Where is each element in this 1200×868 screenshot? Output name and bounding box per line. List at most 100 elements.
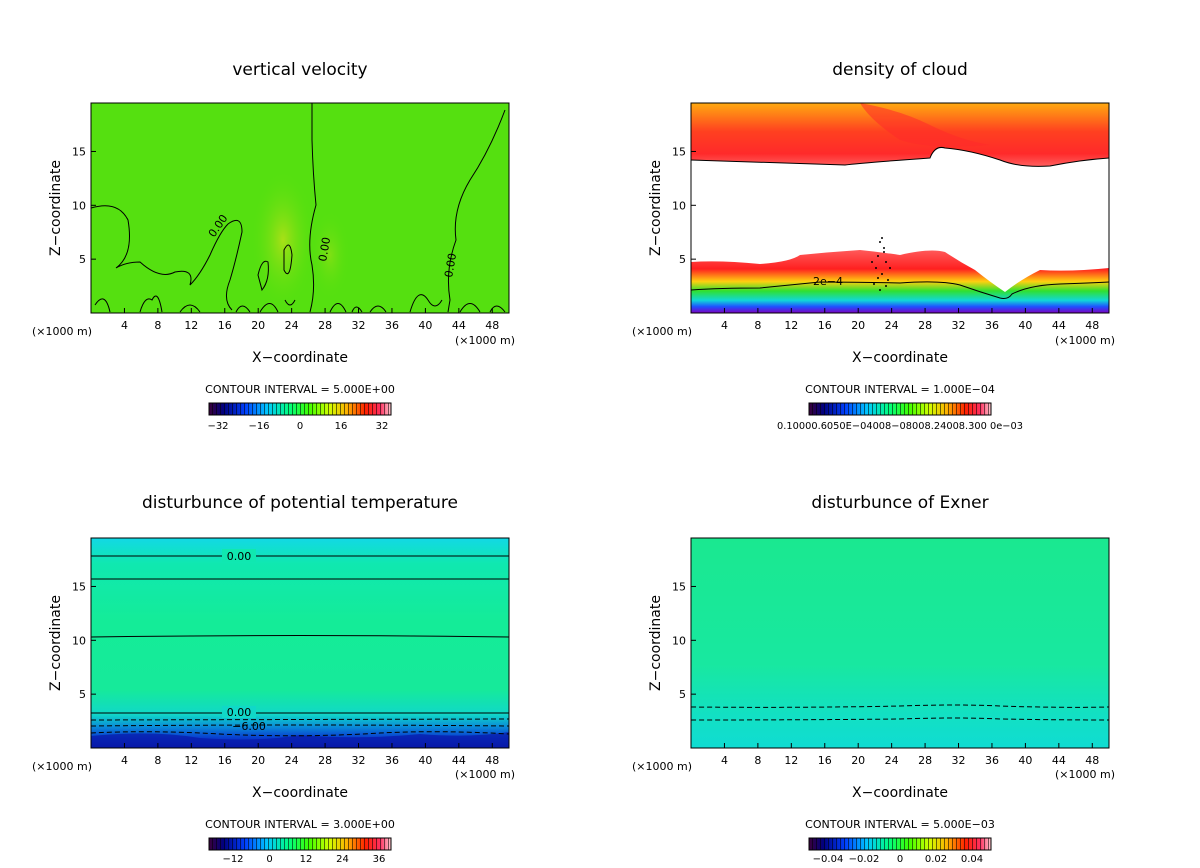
colorbar <box>808 402 992 416</box>
x-tick-label: 28 <box>918 319 932 332</box>
plot-frame <box>90 537 510 749</box>
contour-label: 0.00 <box>442 252 459 278</box>
panel-title: disturbunce of Exner <box>811 493 988 513</box>
x-tick-label: 16 <box>218 319 232 332</box>
colorbar-tick-label: 36 <box>373 854 386 865</box>
x-tick-label: 12 <box>784 319 798 332</box>
zero-contours <box>91 103 506 313</box>
x-unit-left: (×1000 m) <box>32 325 92 338</box>
x-tick-label: 40 <box>418 754 432 767</box>
colorbar-tick-label: 0 <box>297 421 303 432</box>
x-tick-label: 36 <box>385 754 399 767</box>
x-tick-label: 32 <box>952 319 966 332</box>
x-unit-left: (×1000 m) <box>632 325 692 338</box>
y-tick-label: 10 <box>72 199 86 212</box>
x-unit-left: (×1000 m) <box>632 760 692 773</box>
label-mask <box>222 706 256 718</box>
x-tick-label: 24 <box>285 319 299 332</box>
y-axis-label: Z−coordinate <box>648 160 664 256</box>
x-tick-label: 28 <box>318 754 332 767</box>
colorbar-tick-label: 0.04 <box>961 854 983 865</box>
contour-label: 2e−4 <box>813 275 843 288</box>
cloud-droplet-cluster <box>871 237 891 291</box>
contour-label: 0.00 <box>227 550 252 563</box>
panel-title: disturbunce of potential temperature <box>142 493 458 513</box>
contour-interval: CONTOUR INTERVAL = 5.000E−03 <box>805 818 995 831</box>
x-tick-label: 8 <box>154 319 161 332</box>
y-tick-label: 5 <box>679 688 686 701</box>
x-tick-label: 48 <box>485 319 499 332</box>
x-tick-label: 28 <box>318 319 332 332</box>
x-tick-label: 44 <box>452 754 466 767</box>
contour-interval: CONTOUR INTERVAL = 5.000E+00 <box>205 383 395 396</box>
colorbar-frame <box>808 837 992 851</box>
x-tick-label: 32 <box>352 319 366 332</box>
y-axis-label: Z−coordinate <box>48 595 64 691</box>
colorbar-tick-label: −12 <box>222 854 243 865</box>
x-tick-label: 20 <box>251 319 265 332</box>
x-tick-label: 32 <box>352 754 366 767</box>
y-axis-label: Z−coordinate <box>48 160 64 256</box>
contour-label: −6.00 <box>232 720 266 733</box>
x-unit-right: (×1000 m) <box>455 334 515 347</box>
x-tick-label: 32 <box>952 754 966 767</box>
x-unit-left: (×1000 m) <box>32 760 92 773</box>
x-tick-label: 40 <box>1018 754 1032 767</box>
colorbar-tick-label: −32 <box>207 421 228 432</box>
y-axis-label: Z−coordinate <box>648 595 664 691</box>
upper-cloud-core <box>860 103 990 147</box>
x-tick-label: 4 <box>721 319 728 332</box>
colorbar-tick-label: −16 <box>248 421 269 432</box>
x-tick-label: 8 <box>754 754 761 767</box>
field-plot: 0.00 0.00 −6.00 <box>91 538 509 748</box>
x-tick-label: 44 <box>452 319 466 332</box>
colorbar-stripes <box>809 403 991 415</box>
colorbar-tick-label: 0 <box>266 854 272 865</box>
x-tick-label: 40 <box>418 319 432 332</box>
colorbar-tick-label: 32 <box>376 421 389 432</box>
field-background <box>691 538 1109 748</box>
panel-title: density of cloud <box>832 60 968 80</box>
lower-cloud-layer <box>691 250 1109 313</box>
x-axis-label: X−coordinate <box>252 785 348 801</box>
colorbar-stripes <box>809 838 991 850</box>
colorbar-tick-label: 24 <box>336 854 349 865</box>
exner-contours <box>691 704 1109 721</box>
x-tick-label: 16 <box>818 754 832 767</box>
colorbar-tick-label: 16 <box>335 421 348 432</box>
colorbar-frame <box>208 837 392 851</box>
x-tick-label: 36 <box>385 319 399 332</box>
colorbar-tick-label: 0.02 <box>925 854 947 865</box>
x-tick-label: 20 <box>251 754 265 767</box>
contour-interval: CONTOUR INTERVAL = 3.000E+00 <box>205 818 395 831</box>
colorbar <box>808 837 992 851</box>
x-tick-label: 20 <box>851 319 865 332</box>
x-tick-label: 24 <box>285 754 299 767</box>
field-plot: 2e−4 <box>691 103 1109 313</box>
x-tick-label: 24 <box>885 754 899 767</box>
x-tick-label: 12 <box>184 319 198 332</box>
panel-potential-temperature: disturbunce of potential temperature 0.0… <box>32 493 515 865</box>
contour-label: 0.00 <box>227 706 252 719</box>
contour-interval: CONTOUR INTERVAL = 1.000E−04 <box>805 383 995 396</box>
colorbar-tick-label: 0 <box>897 854 903 865</box>
y-tick-label: 5 <box>679 253 686 266</box>
y-tick-label: 15 <box>672 145 686 158</box>
y-tick-label: 5 <box>79 688 86 701</box>
x-tick-label: 36 <box>985 319 999 332</box>
colorbar <box>208 837 392 851</box>
updraft-core <box>251 170 315 310</box>
colorbar-frame <box>208 402 392 416</box>
negative-contours <box>91 718 509 737</box>
y-tick-label: 5 <box>79 253 86 266</box>
plot-frame <box>690 537 1110 749</box>
x-tick-label: 12 <box>184 754 198 767</box>
temperature-contours <box>91 555 509 714</box>
field-background <box>91 538 509 748</box>
x-tick-label: 40 <box>1018 319 1032 332</box>
x-tick-label: 4 <box>121 319 128 332</box>
y-tick-label: 10 <box>672 199 686 212</box>
x-tick-label: 20 <box>851 754 865 767</box>
x-tick-label: 28 <box>918 754 932 767</box>
